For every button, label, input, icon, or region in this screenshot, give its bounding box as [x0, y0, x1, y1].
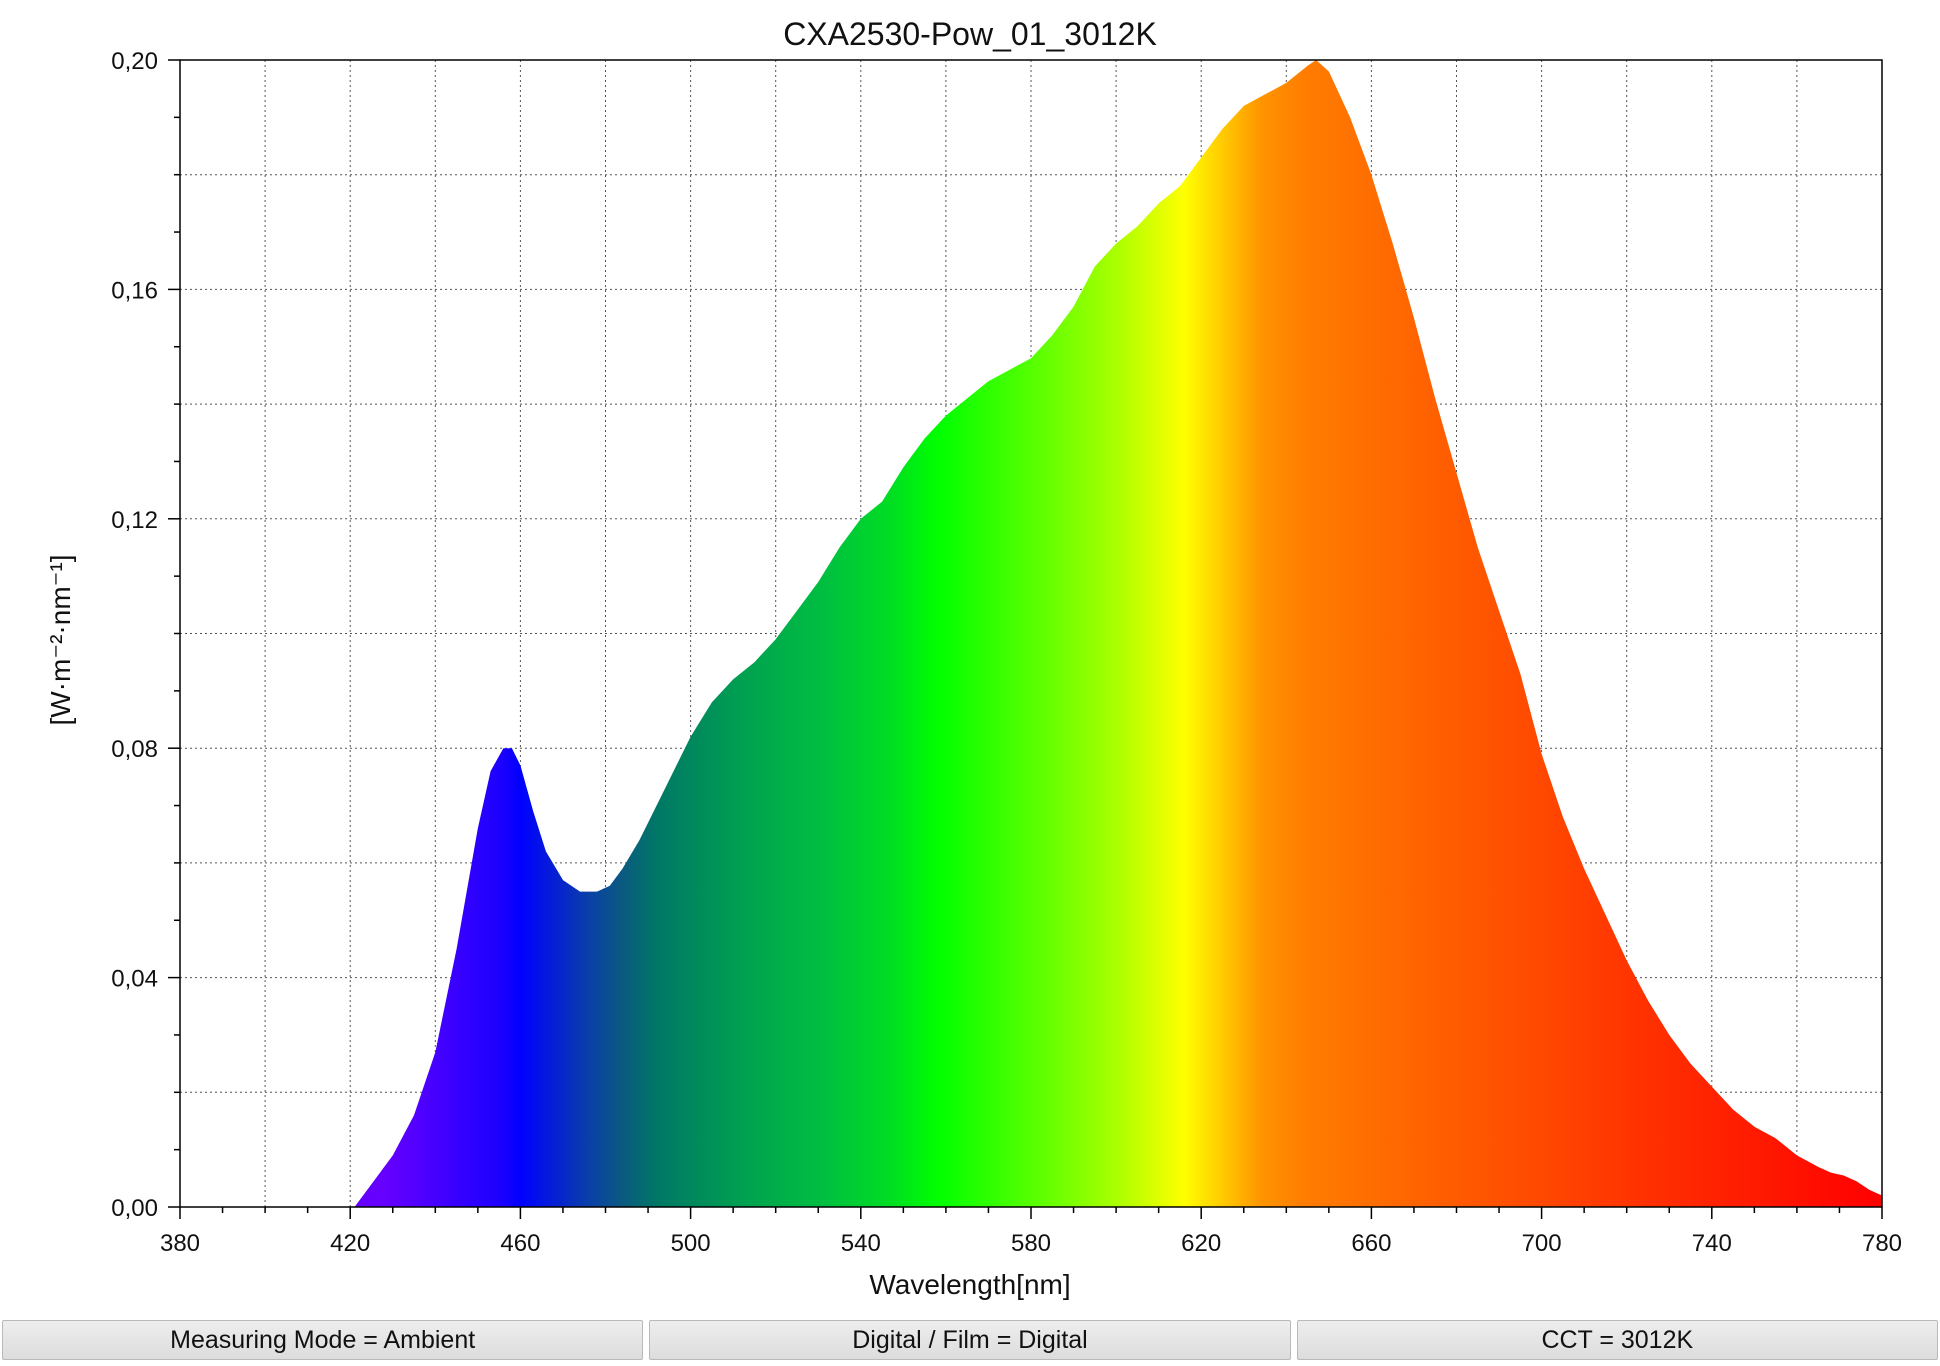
x-tick-label: 700 — [1522, 1230, 1562, 1257]
y-tick-label: 0,04 — [111, 966, 158, 993]
spectrum-area — [354, 60, 1883, 1207]
measuring-mode-field: Measuring Mode = Ambient — [2, 1320, 644, 1360]
y-tick-label: 0,20 — [111, 48, 158, 75]
x-axis-label: Wavelength[nm] — [869, 1269, 1070, 1300]
x-tick-label: 620 — [1181, 1230, 1221, 1257]
x-axis: 380 420 460 500 540 580 620 660 700 740 780 — [160, 1207, 1902, 1257]
y-tick-label: 0,08 — [111, 736, 158, 763]
x-tick-label: 460 — [500, 1230, 540, 1257]
y-tick-label: 0,12 — [111, 507, 158, 534]
x-tick-label: 660 — [1351, 1230, 1391, 1257]
x-tick-label: 500 — [671, 1230, 711, 1257]
spectrum-chart: CXA2530-Pow_01_3012K 380 420 460 500 540 580 6… — [45, 16, 1902, 1300]
y-axis-label: [W·m⁻²·nm⁻¹] — [45, 554, 76, 725]
y-axis: 0,00 0,04 0,08 0,12 0,16 0,20 — [111, 48, 180, 1222]
x-tick-label: 580 — [1011, 1230, 1051, 1257]
x-tick-label: 380 — [160, 1230, 200, 1257]
x-tick-label: 780 — [1862, 1230, 1902, 1257]
chart-title: CXA2530-Pow_01_3012K — [783, 16, 1157, 52]
cct-field: CCT = 3012K — [1296, 1320, 1938, 1360]
x-tick-label: 420 — [330, 1230, 370, 1257]
status-bar: Measuring Mode = Ambient Digital / Film … — [2, 1320, 1938, 1360]
y-tick-label: 0,00 — [111, 1195, 158, 1222]
x-tick-label: 540 — [841, 1230, 881, 1257]
y-tick-label: 0,16 — [111, 277, 158, 304]
x-tick-label: 740 — [1692, 1230, 1732, 1257]
digital-film-field: Digital / Film = Digital — [649, 1320, 1291, 1360]
